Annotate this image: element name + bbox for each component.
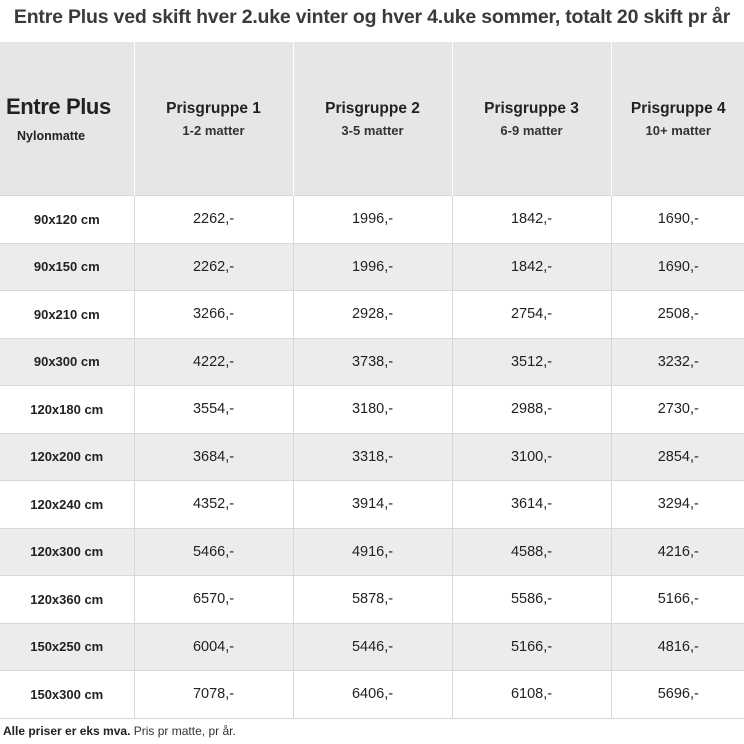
price-cell-group-3: 3512,- <box>452 337 612 386</box>
price-cell-group-3: 4588,- <box>452 527 612 576</box>
price-group-name: Prisgruppe 2 <box>325 99 420 117</box>
price-cell-group-2: 3180,- <box>293 385 453 433</box>
price-cell-group-4: 4216,- <box>611 527 744 576</box>
size-cell: 120x360 cm <box>0 575 135 623</box>
price-cell-group-1: 2262,- <box>134 242 294 291</box>
price-cell-group-3: 2988,- <box>452 385 612 433</box>
price-group-range: 6-9 matter <box>500 122 563 138</box>
size-cell: 90x150 cm <box>0 242 135 291</box>
price-cell-group-1: 7078,- <box>134 670 294 719</box>
table-row: 90x300 cm 4222,- 3738,- 3512,- 3232,- <box>0 337 744 386</box>
price-cell-group-3: 1842,- <box>452 195 612 243</box>
price-cell-group-4: 2730,- <box>611 385 744 433</box>
price-cell-group-3: 5586,- <box>452 575 612 623</box>
price-cell-group-4: 2508,- <box>611 290 744 338</box>
size-cell: 120x300 cm <box>0 527 135 576</box>
price-cell-group-2: 2928,- <box>293 290 453 338</box>
price-cell-group-3: 2754,- <box>452 290 612 338</box>
price-cell-group-1: 4352,- <box>134 480 294 528</box>
product-name: Entre Plus <box>6 94 111 119</box>
table-body: 90x120 cm 2262,- 1996,- 1842,- 1690,- 90x150 … <box>0 195 744 719</box>
price-cell-group-3: 3614,- <box>452 480 612 528</box>
table-header-row: Entre Plus Nylonmatte Prisgruppe 1 1-2 m… <box>0 42 744 196</box>
table-row: 120x200 cm 3684,- 3318,- 3100,- 2854,- <box>0 432 744 481</box>
size-cell: 120x240 cm <box>0 480 135 528</box>
price-cell-group-2: 1996,- <box>293 195 453 243</box>
footer-note: Alle priser er eks mva. Pris pr matte, p… <box>3 724 236 738</box>
price-group-range: 10+ matter <box>645 122 711 138</box>
table-row: 120x180 cm 3554,- 3180,- 2988,- 2730,- <box>0 385 744 433</box>
size-cell: 120x200 cm <box>0 432 135 481</box>
size-cell: 120x180 cm <box>0 385 135 433</box>
price-cell-group-1: 6570,- <box>134 575 294 623</box>
price-group-name: Prisgruppe 4 <box>630 99 726 117</box>
table-row: 150x300 cm 7078,- 6406,- 6108,- 5696,- <box>0 670 744 719</box>
price-cell-group-3: 5166,- <box>452 622 612 671</box>
size-cell: 150x250 cm <box>0 622 135 671</box>
price-group-range: 3-5 matter <box>341 122 404 138</box>
table-row: 120x240 cm 4352,- 3914,- 3614,- 3294,- <box>0 480 744 528</box>
price-cell-group-2: 5878,- <box>293 575 453 623</box>
price-cell-group-4: 4816,- <box>611 622 744 671</box>
price-table: Entre Plus Nylonmatte Prisgruppe 1 1-2 m… <box>0 42 744 719</box>
price-cell-group-1: 5466,- <box>134 527 294 576</box>
price-cell-group-1: 6004,- <box>134 622 294 671</box>
price-cell-group-1: 2262,- <box>134 195 294 243</box>
price-cell-group-4: 1690,- <box>611 242 744 291</box>
price-cell-group-3: 1842,- <box>452 242 612 291</box>
footer-note-bold: Alle priser er eks mva. <box>3 724 131 738</box>
price-cell-group-1: 3684,- <box>134 432 294 481</box>
price-cell-group-4: 5166,- <box>611 575 744 623</box>
price-cell-group-2: 5446,- <box>293 622 453 671</box>
price-cell-group-2: 1996,- <box>293 242 453 291</box>
price-cell-group-2: 3914,- <box>293 480 453 528</box>
price-cell-group-3: 6108,- <box>452 670 612 719</box>
price-cell-group-2: 6406,- <box>293 670 453 719</box>
price-cell-group-4: 3294,- <box>611 480 744 528</box>
price-group-header-4: Prisgruppe 4 10+ matter <box>611 42 744 196</box>
price-group-header-2: Prisgruppe 2 3-5 matter <box>293 42 453 196</box>
table-row: 150x250 cm 6004,- 5446,- 5166,- 4816,- <box>0 622 744 671</box>
price-cell-group-2: 3738,- <box>293 337 453 386</box>
page-title: Entre Plus ved skift hver 2.uke vinter o… <box>13 6 731 28</box>
product-header-cell: Entre Plus Nylonmatte <box>0 42 135 196</box>
table-row: 90x210 cm 3266,- 2928,- 2754,- 2508,- <box>0 290 744 338</box>
price-cell-group-4: 1690,- <box>611 195 744 243</box>
size-cell: 90x300 cm <box>0 337 135 386</box>
table-row: 90x120 cm 2262,- 1996,- 1842,- 1690,- <box>0 195 744 243</box>
table-row: 120x300 cm 5466,- 4916,- 4588,- 4216,- <box>0 527 744 576</box>
price-cell-group-4: 3232,- <box>611 337 744 386</box>
price-cell-group-3: 3100,- <box>452 432 612 481</box>
product-material: Nylonmatte <box>17 129 86 143</box>
size-cell: 90x210 cm <box>0 290 135 338</box>
price-group-name: Prisgruppe 1 <box>166 99 261 117</box>
price-cell-group-2: 3318,- <box>293 432 453 481</box>
price-group-header-3: Prisgruppe 3 6-9 matter <box>452 42 612 196</box>
price-group-range: 1-2 matter <box>182 122 245 138</box>
price-cell-group-1: 3554,- <box>134 385 294 433</box>
table-row: 90x150 cm 2262,- 1996,- 1842,- 1690,- <box>0 242 744 291</box>
table-row: 120x360 cm 6570,- 5878,- 5586,- 5166,- <box>0 575 744 623</box>
price-group-header-1: Prisgruppe 1 1-2 matter <box>134 42 294 196</box>
price-cell-group-2: 4916,- <box>293 527 453 576</box>
price-cell-group-1: 3266,- <box>134 290 294 338</box>
price-cell-group-4: 2854,- <box>611 432 744 481</box>
size-cell: 150x300 cm <box>0 670 135 719</box>
price-cell-group-1: 4222,- <box>134 337 294 386</box>
size-cell: 90x120 cm <box>0 195 135 243</box>
price-cell-group-4: 5696,- <box>611 670 744 719</box>
footer-note-text: Pris pr matte, pr år. <box>130 724 236 738</box>
price-group-name: Prisgruppe 3 <box>484 99 579 117</box>
